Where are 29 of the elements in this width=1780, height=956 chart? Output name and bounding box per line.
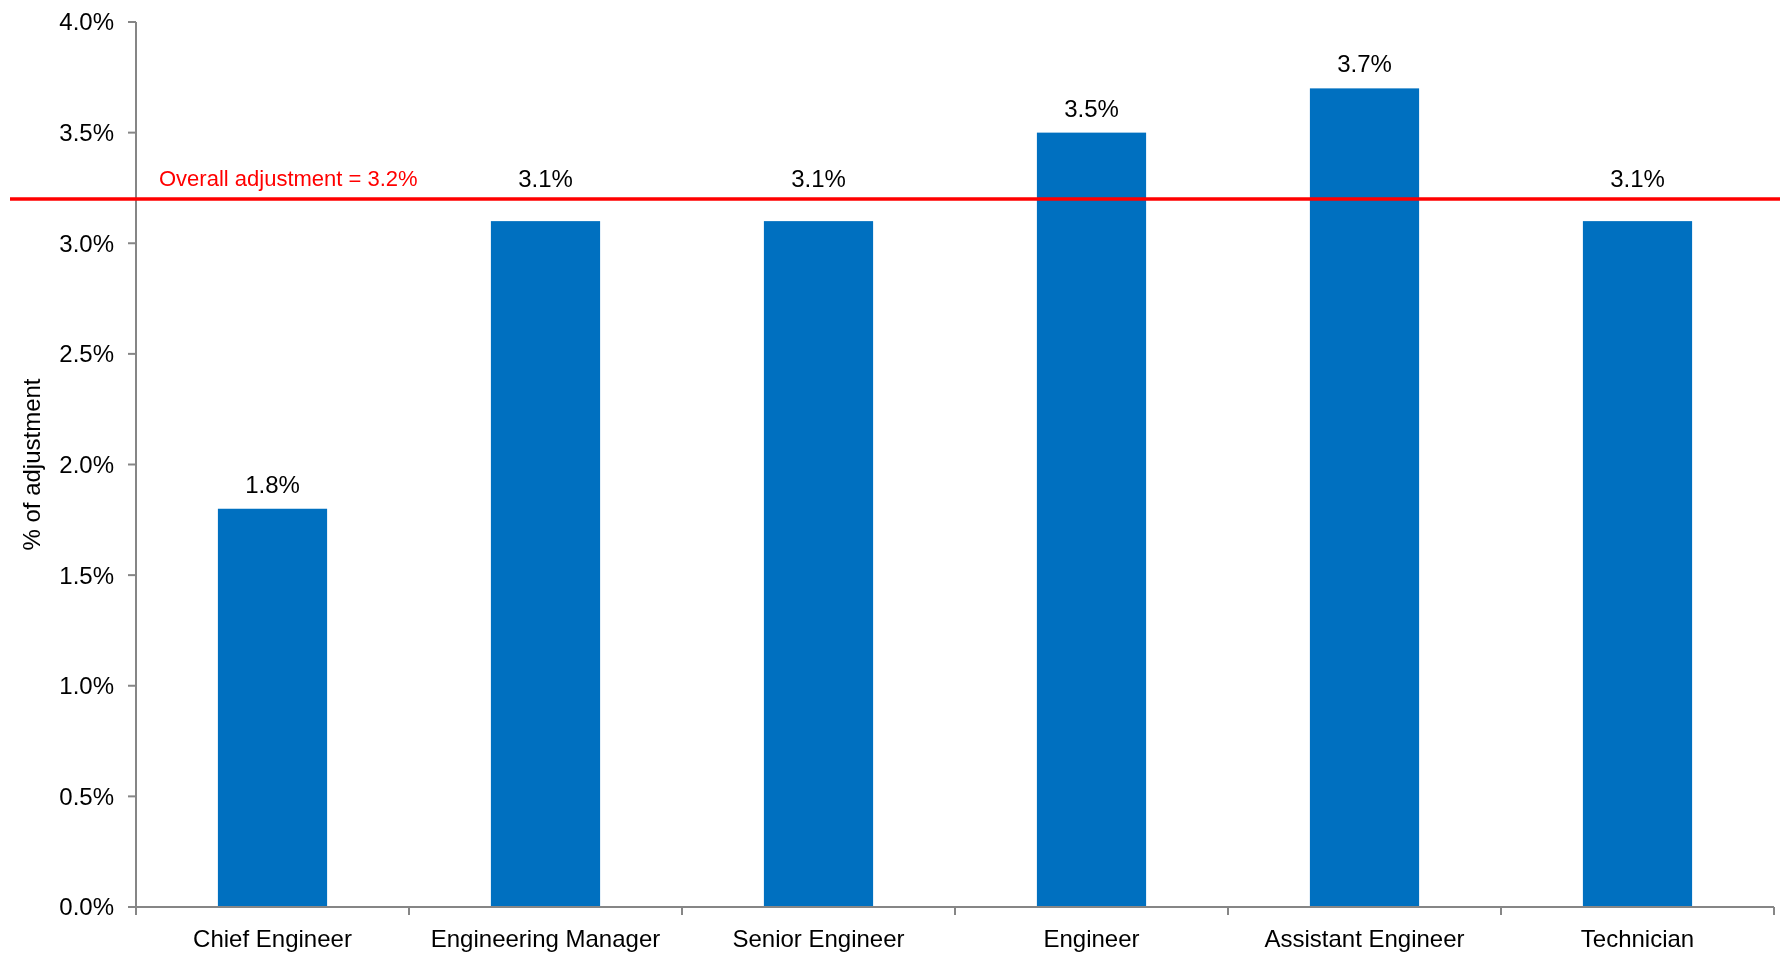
y-tick-label: 3.5% — [59, 119, 114, 147]
y-tick-label: 1.0% — [59, 672, 114, 700]
bar — [1309, 88, 1420, 907]
y-tick-label: 3.0% — [59, 229, 114, 257]
x-tick-label: Technician — [1580, 925, 1695, 952]
data-label: 1.8% — [245, 470, 300, 498]
y-tick-label: 0.5% — [59, 782, 114, 810]
x-tick-label: Engineering Manager — [430, 925, 661, 952]
data-label: 3.1% — [518, 165, 573, 192]
x-tick-label: Engineer — [1043, 925, 1140, 952]
x-tick-label: Chief Engineer — [193, 925, 352, 952]
data-label: 3.7% — [1337, 50, 1392, 78]
bar — [217, 508, 328, 907]
y-tick-label: 2.5% — [59, 340, 114, 368]
bar — [763, 221, 874, 907]
y-tick-label: 1.5% — [59, 561, 114, 589]
x-tick-label: Senior Engineer — [732, 925, 905, 952]
bar — [490, 221, 601, 907]
ref-line-label: Overall adjustment = 3.2% — [159, 166, 418, 191]
y-tick-label: 0.0% — [59, 893, 114, 921]
data-label: 3.1% — [1610, 165, 1665, 192]
x-tick-label: Assistant Engineer — [1264, 925, 1465, 952]
data-label: 3.1% — [791, 165, 846, 192]
y-tick-label: 2.0% — [59, 450, 114, 478]
y-axis-title: % of adjustment — [18, 378, 45, 551]
y-tick-label: 4.0% — [59, 8, 114, 36]
data-label: 3.5% — [1064, 94, 1119, 122]
bar — [1582, 221, 1693, 907]
bar — [1036, 132, 1147, 907]
